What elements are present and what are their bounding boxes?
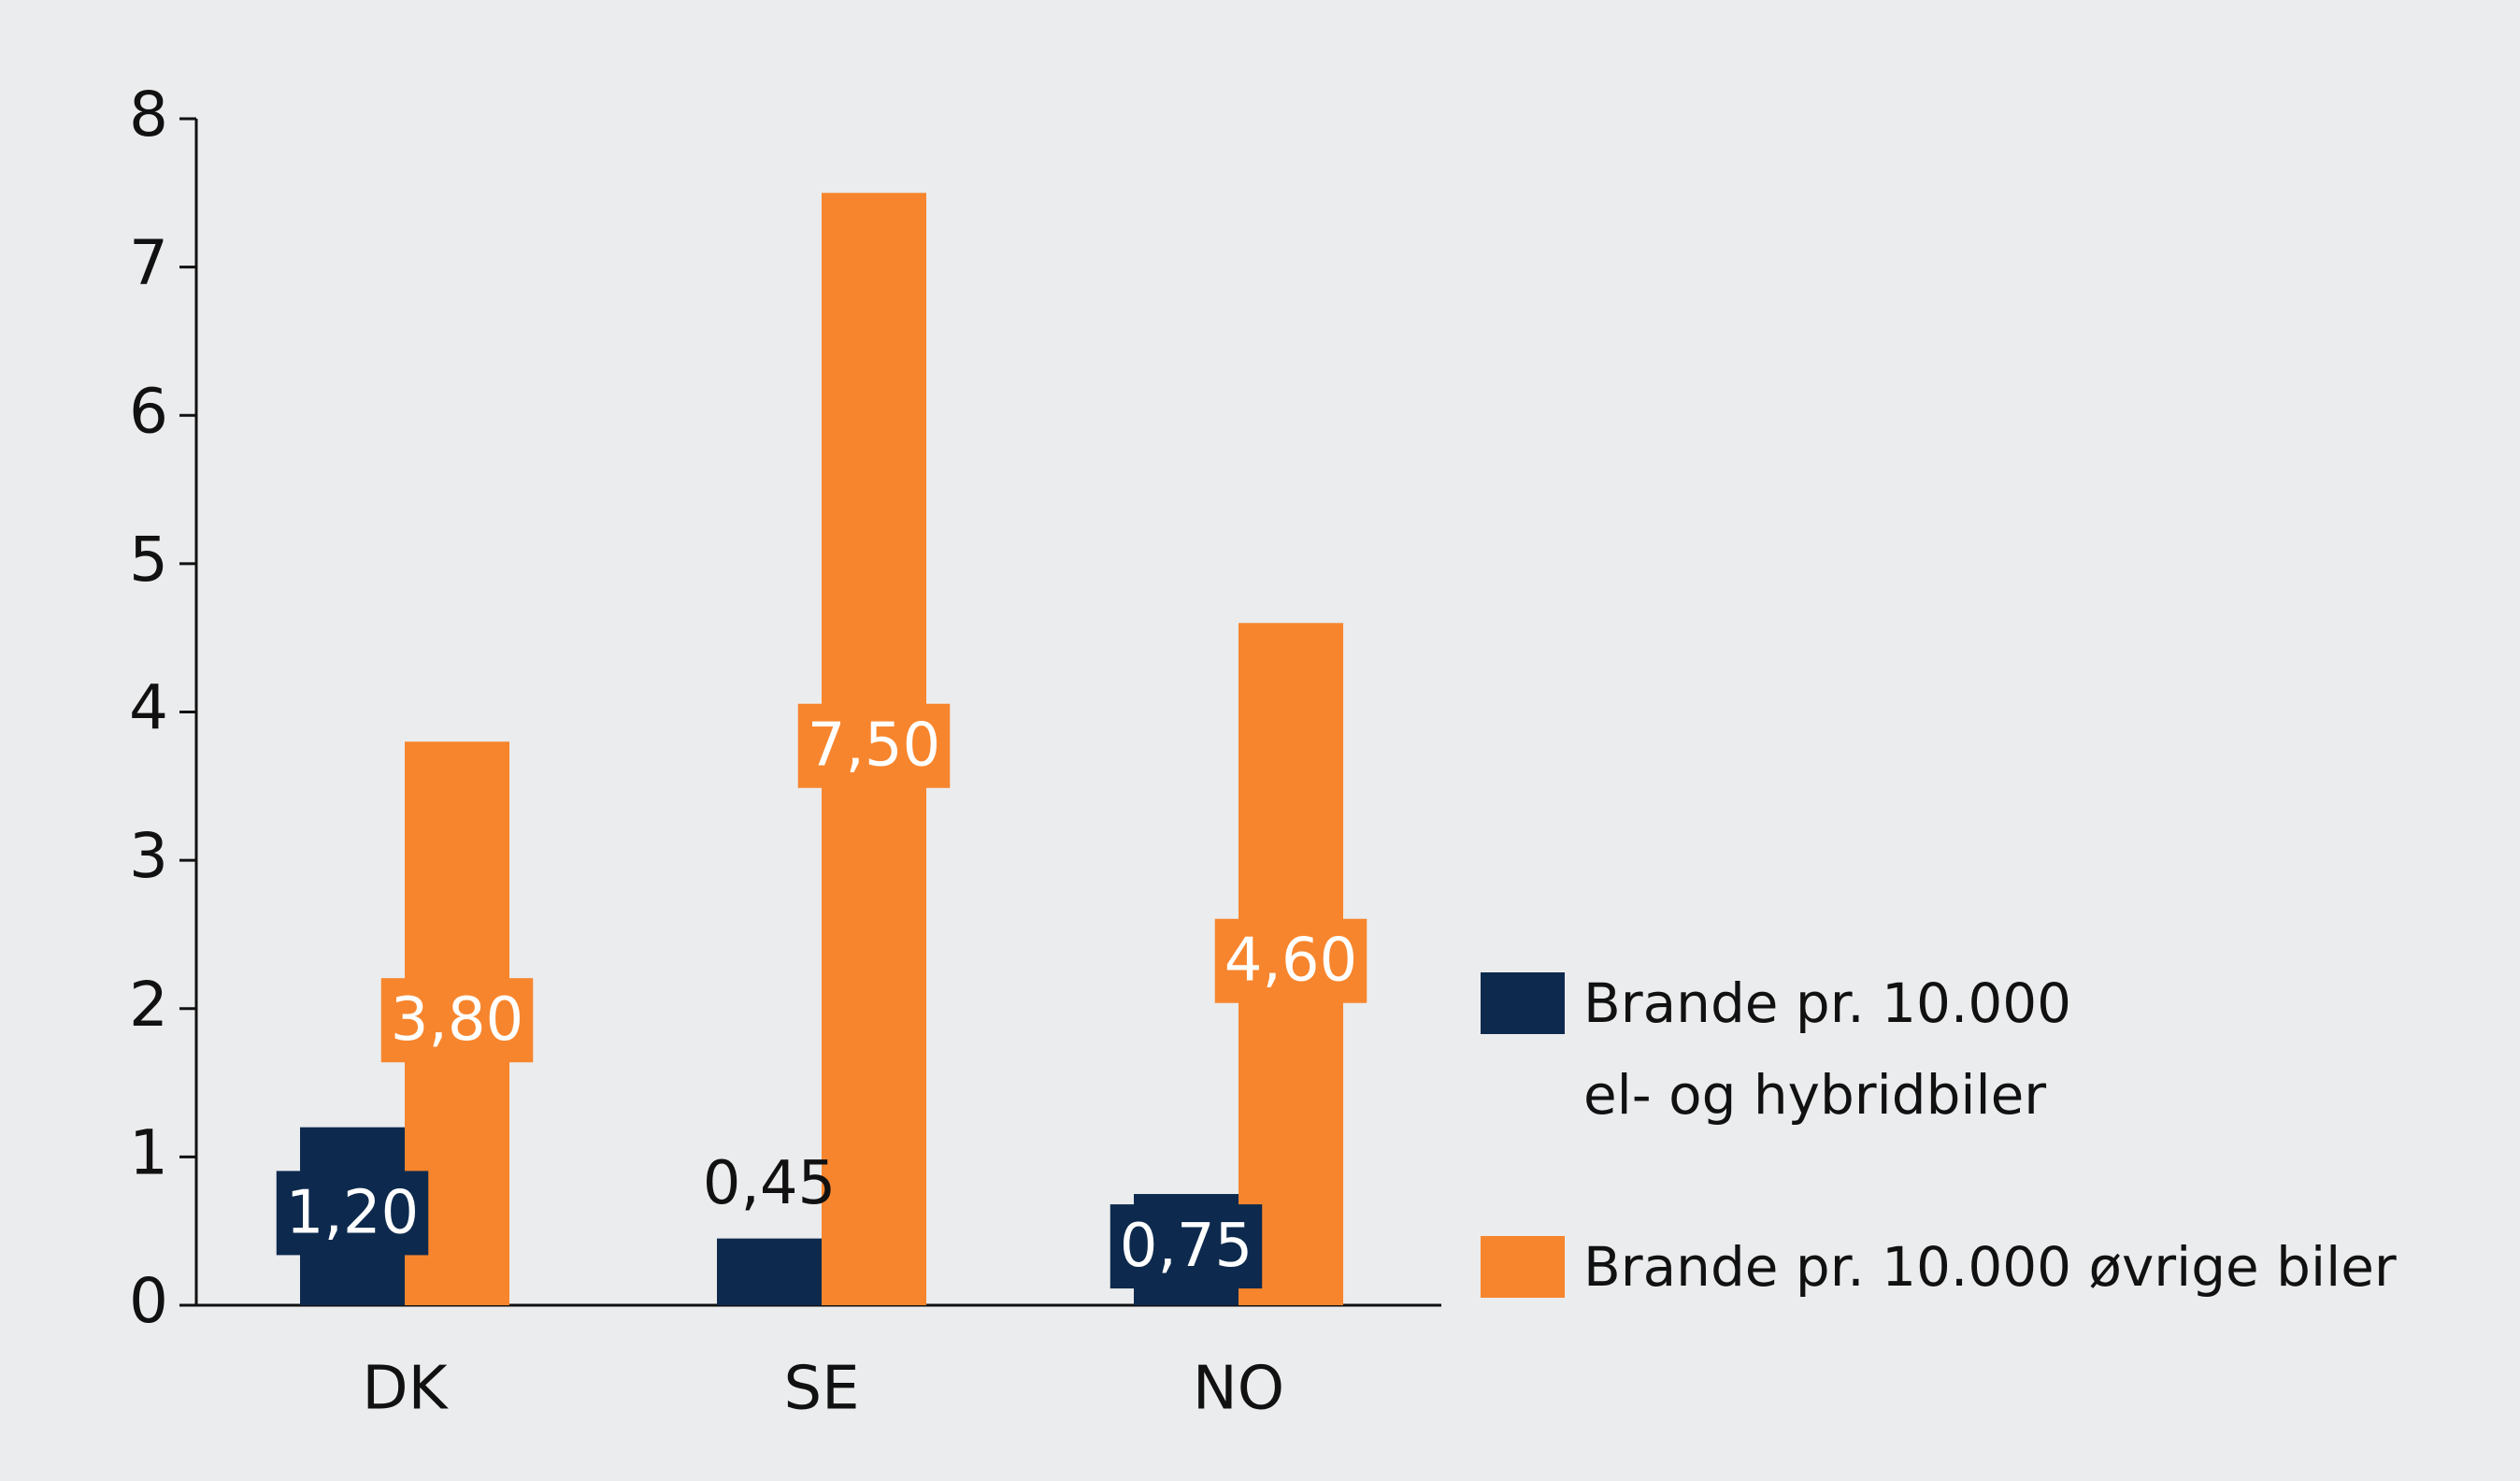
data-label-group: 1,20 <box>276 1171 429 1256</box>
data-label-group: 0,75 <box>1110 1204 1263 1289</box>
data-label: 4,60 <box>1224 927 1358 996</box>
legend-label: Brande pr. 10.000 el- og hybridbiler <box>1583 971 2072 1127</box>
bar <box>717 1238 822 1305</box>
data-label-bg <box>797 703 951 788</box>
legend-swatch <box>1481 972 1565 1034</box>
data-label-bg <box>1214 918 1367 1003</box>
y-tick-label: 5 <box>129 524 168 596</box>
y-tick-label: 6 <box>129 375 168 447</box>
legend-label: Brande pr. 10.000 øvrige biler <box>1583 1235 2397 1299</box>
x-tick-label: SE <box>783 1355 859 1424</box>
data-label: 3,80 <box>391 985 524 1055</box>
data-label-bg <box>276 1171 429 1256</box>
y-tick-label: 2 <box>129 969 168 1041</box>
x-tick-label: DK <box>362 1355 449 1424</box>
data-label-group: 3,80 <box>380 978 534 1063</box>
y-tick-label: 4 <box>129 672 168 744</box>
data-label: 0,45 <box>703 1149 837 1218</box>
data-label: 0,75 <box>1120 1212 1253 1281</box>
data-label: 7,50 <box>808 712 941 781</box>
y-tick-label: 3 <box>129 820 168 892</box>
y-tick-label: 8 <box>129 79 168 151</box>
legend-item: Brande pr. 10.000 el- og hybridbiler <box>1481 957 2071 1141</box>
legend-item: Brande pr. 10.000 øvrige biler <box>1481 1221 2397 1313</box>
y-tick-label: 0 <box>129 1265 168 1337</box>
data-label: 1,20 <box>286 1178 420 1247</box>
data-label-group: 4,60 <box>1214 918 1367 1003</box>
data-label-bg <box>380 978 534 1063</box>
y-tick-label: 1 <box>129 1116 168 1188</box>
data-label-bg <box>1110 1204 1263 1289</box>
data-label-group: 0,45 <box>703 1149 837 1218</box>
x-tick-label: NO <box>1193 1355 1284 1424</box>
y-tick-label: 7 <box>129 227 168 299</box>
data-label-group: 7,50 <box>797 703 951 788</box>
legend-swatch <box>1481 1236 1565 1298</box>
